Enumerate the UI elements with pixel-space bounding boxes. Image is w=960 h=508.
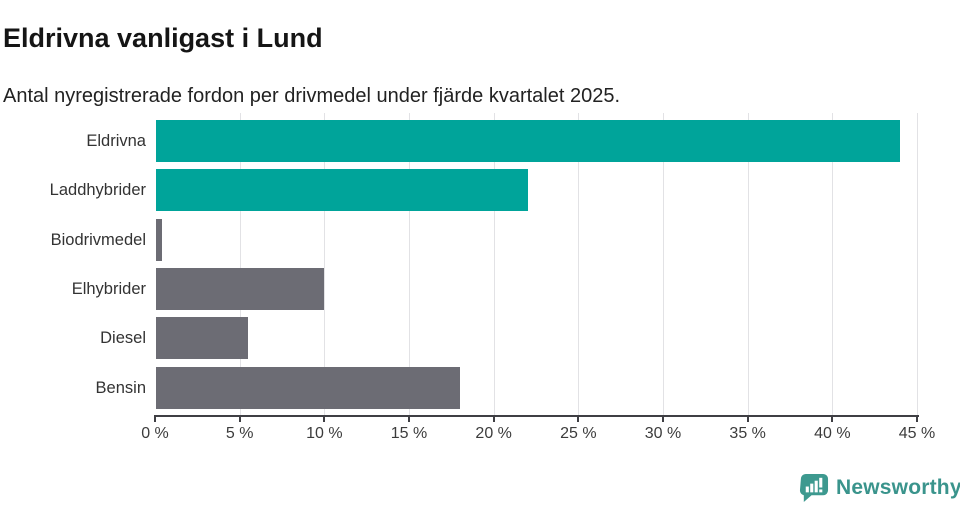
bar: [156, 366, 460, 409]
category-label: Elhybrider: [71, 279, 146, 298]
gridline: [493, 113, 495, 415]
x-tick-label: 40 %: [814, 425, 851, 442]
chart-title: Eldrivna vanligast i Lund: [3, 23, 323, 54]
x-axis-tick: [323, 415, 326, 422]
gridline: [832, 113, 834, 415]
category-label: Biodrivmedel: [50, 230, 146, 249]
x-axis-tick: [154, 415, 156, 422]
x-tick-label: 15 %: [390, 425, 428, 442]
bar-chart: Eldrivna Laddhybrider Biodrivmedel Elhybrid…: [49, 113, 936, 442]
x-tick-label: 0 %: [141, 425, 169, 442]
bar-chart-speech-bubble-icon: [798, 472, 829, 503]
x-tick-label: 45 %: [898, 425, 936, 442]
x-axis-tick: [238, 415, 241, 422]
category-label: Bensin: [95, 378, 146, 397]
x-axis-line: [154, 415, 919, 417]
x-axis-tick: [831, 415, 834, 422]
x-tick-label: 20 %: [475, 425, 512, 442]
category-label: Laddhybrider: [49, 181, 146, 200]
bar: [156, 267, 325, 310]
brand-name: Newsworthy: [836, 475, 960, 499]
x-tick-label: 25 %: [560, 425, 597, 442]
bar: [156, 169, 528, 212]
x-axis-tick: [746, 415, 749, 422]
x-axis-tick: [577, 415, 580, 422]
bar: [156, 120, 901, 162]
category-label: Eldrivna: [86, 132, 146, 150]
bar: [156, 317, 249, 360]
gridline: [409, 113, 410, 415]
newsworthy-logo: Newsworthy: [798, 471, 960, 504]
x-axis-tick: [916, 415, 918, 422]
category-label: Diesel: [100, 329, 146, 348]
chart-subtitle: Antal nyregistrerade fordon per drivmede…: [3, 85, 621, 107]
x-tick-label: 30 %: [644, 425, 682, 442]
x-tick-label: 10 %: [306, 425, 343, 442]
x-axis-tick: [408, 415, 410, 422]
gridline: [917, 113, 918, 415]
gridline: [747, 113, 749, 415]
x-tick-label: 35 %: [729, 425, 766, 442]
x-axis-tick: [662, 415, 664, 422]
bar: [156, 218, 162, 261]
x-axis-tick: [492, 415, 495, 422]
gridline: [578, 113, 580, 415]
gridline: [663, 113, 664, 415]
x-tick-label: 5 %: [225, 425, 254, 442]
gridline: [324, 113, 326, 415]
gridline: [239, 113, 241, 415]
